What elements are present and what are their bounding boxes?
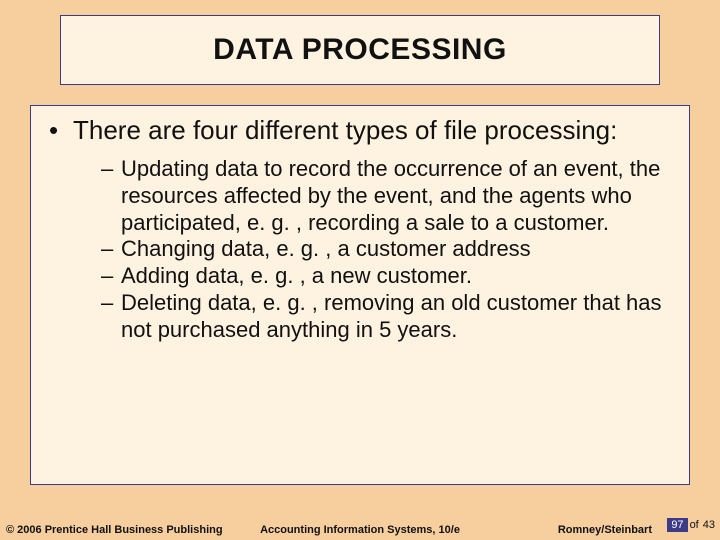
slide-title: DATA PROCESSING bbox=[213, 33, 507, 67]
sub-bullet: –Deleting data, e. g. , removing an old … bbox=[101, 290, 671, 344]
page-of-label: of bbox=[688, 518, 701, 532]
body-box: •There are four different types of file … bbox=[30, 105, 690, 485]
sub-bullet: –Updating data to record the occurrence … bbox=[101, 156, 671, 236]
sub-bullet-text: Adding data, e. g. , a new customer. bbox=[121, 263, 472, 288]
sub-bullet-text: Changing data, e. g. , a customer addres… bbox=[121, 236, 531, 261]
sub-bullet: –Changing data, e. g. , a customer addre… bbox=[101, 236, 671, 263]
slide: DATA PROCESSING •There are four differen… bbox=[0, 0, 720, 540]
sub-bullet-text: Deleting data, e. g. , removing an old c… bbox=[121, 290, 662, 342]
bullet-dot-icon: • bbox=[49, 116, 73, 146]
main-bullet: •There are four different types of file … bbox=[49, 116, 671, 146]
dash-icon: – bbox=[101, 156, 121, 183]
sub-bullets-list: –Updating data to record the occurrence … bbox=[49, 156, 671, 344]
main-bullet-text: There are four different types of file p… bbox=[73, 115, 617, 145]
dash-icon: – bbox=[101, 236, 121, 263]
sub-bullet: –Adding data, e. g. , a new customer. bbox=[101, 263, 671, 290]
page-total: 43 bbox=[701, 518, 717, 532]
footer-authors: Romney/Steinbart bbox=[558, 524, 652, 536]
dash-icon: – bbox=[101, 290, 121, 317]
sub-bullet-text: Updating data to record the occurrence o… bbox=[121, 156, 660, 235]
page-number-badge: 97of43 bbox=[667, 519, 717, 534]
page-current: 97 bbox=[667, 518, 687, 532]
dash-icon: – bbox=[101, 263, 121, 290]
title-box: DATA PROCESSING bbox=[60, 15, 660, 85]
footer: © 2006 Prentice Hall Business Publishing… bbox=[0, 518, 720, 536]
